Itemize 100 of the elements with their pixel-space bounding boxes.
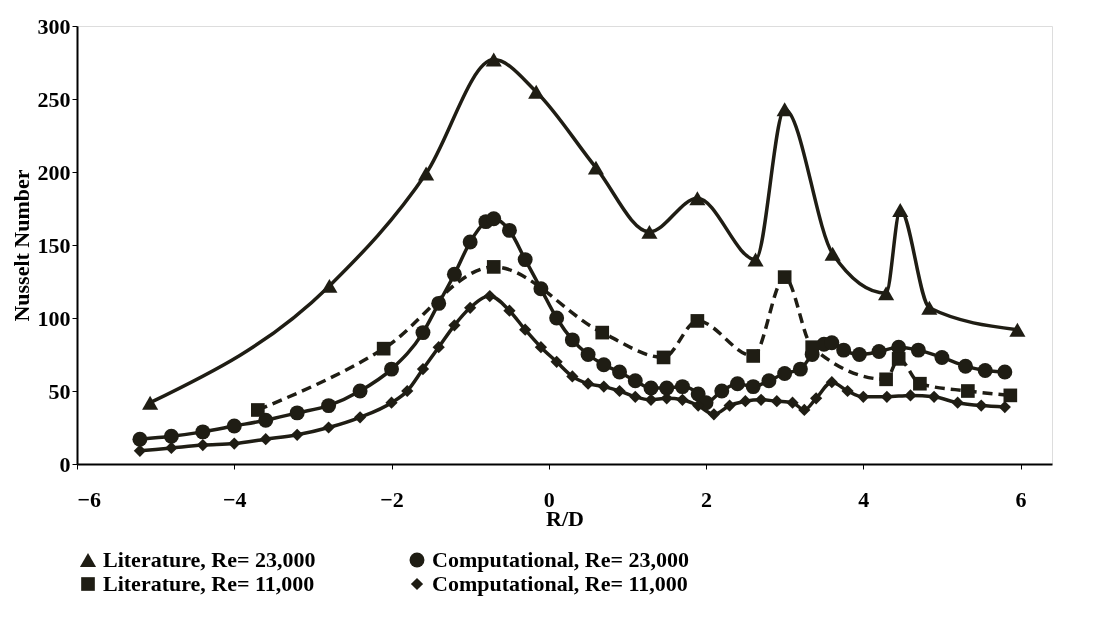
point bbox=[142, 395, 159, 410]
point bbox=[676, 393, 689, 406]
point bbox=[730, 376, 745, 392]
point bbox=[352, 383, 368, 399]
point bbox=[961, 384, 975, 398]
y-tick-label: 250 bbox=[37, 86, 71, 112]
point bbox=[851, 347, 867, 362]
point bbox=[595, 325, 610, 340]
point bbox=[528, 84, 545, 99]
point bbox=[226, 418, 242, 434]
point bbox=[486, 211, 502, 227]
point bbox=[259, 433, 272, 446]
point bbox=[165, 441, 178, 455]
point bbox=[892, 202, 909, 217]
legend-label: Literature, Re= 11,000 bbox=[103, 571, 315, 596]
point bbox=[431, 295, 447, 311]
point bbox=[376, 341, 391, 356]
point bbox=[1003, 388, 1018, 403]
point bbox=[627, 373, 643, 389]
point bbox=[792, 361, 808, 377]
point bbox=[777, 270, 792, 284]
point bbox=[533, 281, 549, 297]
y-tick-label: 100 bbox=[37, 305, 71, 331]
x-tick-label: 2 bbox=[701, 486, 713, 512]
point bbox=[659, 380, 675, 396]
point bbox=[597, 380, 610, 393]
point bbox=[891, 352, 906, 366]
point bbox=[534, 341, 548, 354]
point bbox=[462, 234, 478, 250]
point bbox=[809, 392, 823, 405]
point bbox=[998, 400, 1011, 414]
y-axis-title: Nusselt Number bbox=[8, 169, 34, 322]
point bbox=[824, 246, 841, 261]
point bbox=[322, 421, 335, 434]
point bbox=[196, 438, 209, 452]
point bbox=[745, 379, 761, 395]
point bbox=[643, 380, 659, 396]
point bbox=[581, 377, 595, 390]
point bbox=[195, 424, 211, 440]
point bbox=[714, 383, 730, 399]
y-tick-label: 200 bbox=[37, 159, 71, 185]
point bbox=[519, 323, 532, 336]
point bbox=[761, 373, 777, 389]
point bbox=[927, 390, 941, 403]
point bbox=[132, 431, 148, 447]
point bbox=[612, 364, 628, 380]
point bbox=[321, 398, 337, 414]
point bbox=[997, 364, 1013, 380]
x-tick-label: 4 bbox=[858, 486, 870, 512]
legend-label: Computational, Re= 11,000 bbox=[432, 571, 688, 596]
point bbox=[777, 366, 793, 381]
point bbox=[416, 362, 430, 376]
point bbox=[975, 399, 988, 412]
point bbox=[836, 342, 852, 358]
x-tick-label: −4 bbox=[222, 486, 247, 512]
point bbox=[228, 437, 241, 450]
point bbox=[746, 349, 761, 363]
point bbox=[291, 428, 304, 441]
point bbox=[418, 166, 435, 181]
point bbox=[879, 372, 893, 387]
point bbox=[549, 310, 565, 326]
x-tick-label: −6 bbox=[77, 486, 102, 512]
point bbox=[824, 335, 840, 351]
point bbox=[641, 224, 658, 239]
point bbox=[321, 278, 338, 293]
y-tick-label: 150 bbox=[37, 232, 71, 258]
point bbox=[770, 395, 783, 408]
point bbox=[464, 301, 477, 314]
point bbox=[747, 252, 764, 267]
point bbox=[707, 408, 721, 421]
point bbox=[934, 349, 950, 365]
point bbox=[958, 358, 973, 374]
point bbox=[913, 376, 927, 391]
point bbox=[485, 52, 502, 67]
y-tick-label: 300 bbox=[37, 13, 71, 39]
point bbox=[776, 102, 793, 117]
point bbox=[163, 428, 179, 444]
point bbox=[798, 403, 811, 417]
x-tick-label: −2 bbox=[380, 486, 404, 512]
point bbox=[353, 411, 367, 424]
point bbox=[550, 355, 563, 368]
legend-label: Computational, Re= 23,000 bbox=[432, 547, 689, 572]
point bbox=[596, 357, 612, 373]
point bbox=[825, 376, 838, 389]
point bbox=[133, 444, 147, 457]
point bbox=[723, 399, 736, 412]
point bbox=[251, 403, 265, 417]
point bbox=[841, 384, 854, 398]
point bbox=[501, 222, 517, 238]
point bbox=[587, 160, 605, 175]
point bbox=[486, 260, 501, 274]
point bbox=[921, 300, 938, 315]
point bbox=[446, 266, 462, 282]
point bbox=[689, 191, 706, 206]
point bbox=[483, 289, 496, 303]
point bbox=[384, 361, 399, 377]
point bbox=[644, 393, 658, 406]
point bbox=[517, 252, 533, 268]
x-tick-label: 0 bbox=[543, 486, 555, 512]
y-tick-label: 50 bbox=[48, 378, 71, 404]
